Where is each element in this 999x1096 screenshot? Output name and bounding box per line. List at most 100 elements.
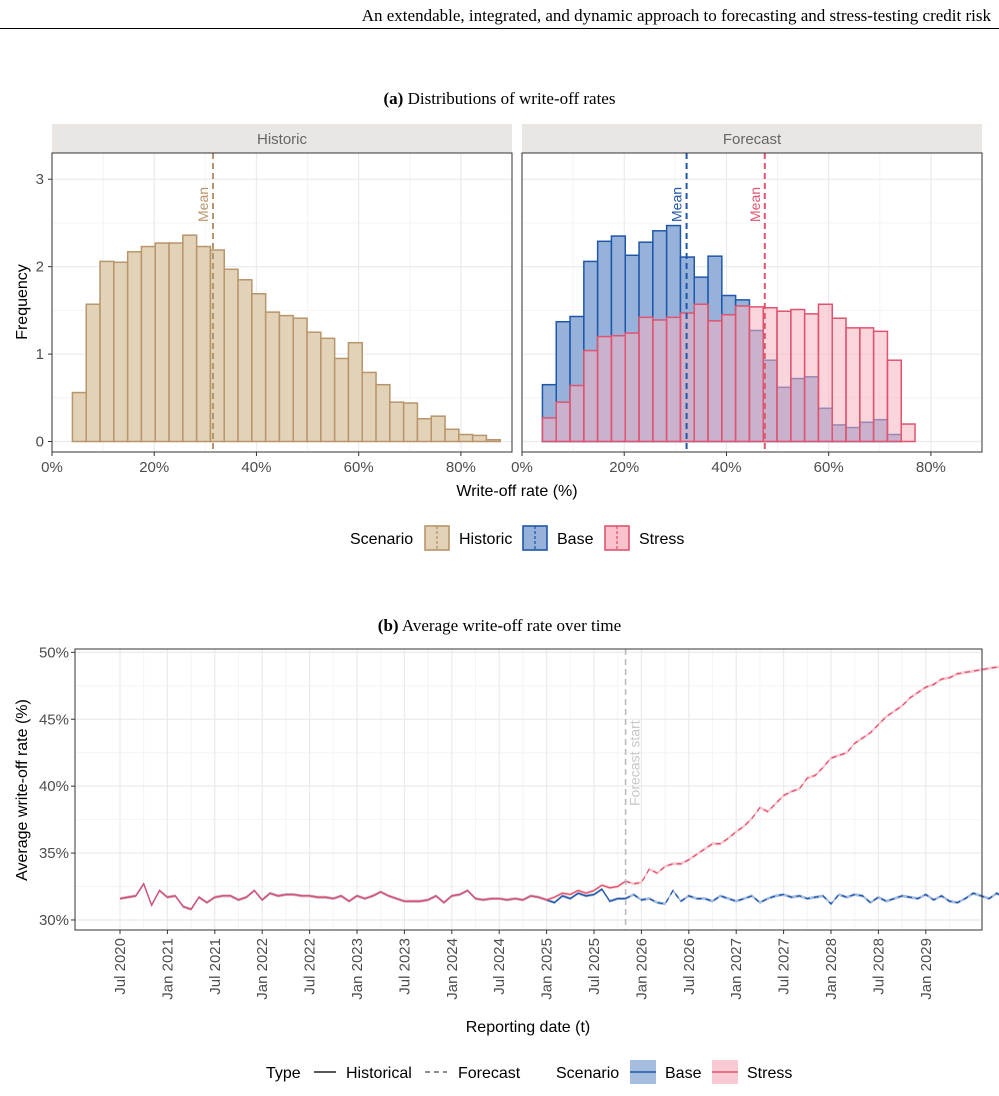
mean-label: Mean <box>669 187 685 222</box>
histogram-bar-stress <box>707 320 723 443</box>
panel-a-caption: (a) Distributions of write-off rates <box>0 89 999 109</box>
histogram-bar-historic <box>126 251 143 443</box>
legend-item-label: Stress <box>639 531 684 548</box>
x-tick-label: Jan 2027 <box>728 938 745 1000</box>
x-tick-label: Jan 2024 <box>444 938 461 1000</box>
histogram-bar-historic <box>195 245 212 443</box>
histogram-bar-historic <box>71 391 87 443</box>
legend-item-label: Historical <box>346 1065 412 1082</box>
legend-item-label: Base <box>665 1065 702 1082</box>
histogram-bar-historic <box>333 357 350 443</box>
histogram-bar-historic <box>168 242 184 443</box>
panel-border <box>51 152 513 453</box>
x-tick-label: Jan 2025 <box>539 938 556 1000</box>
facet-label-0: Historic <box>257 131 308 148</box>
panel-a-label: (a) <box>383 89 404 108</box>
x-tick-label: Jul 2025 <box>586 938 603 995</box>
x-tick-label: Jul 2021 <box>207 938 224 995</box>
x-tick-label: 80% <box>916 459 946 476</box>
histogram-bar-stress <box>790 308 806 443</box>
histogram-bar-historic <box>140 245 156 443</box>
histogram-bar-historic <box>264 311 281 443</box>
histogram-bar-stress <box>583 349 599 443</box>
histogram-bar-historic <box>458 433 474 443</box>
histogram-bar-stress <box>900 423 916 443</box>
x-tick-label: 0% <box>511 459 533 476</box>
histogram-bar-historic <box>430 415 446 443</box>
y-tick-label: 35% <box>39 845 69 862</box>
histogram-bar-historic <box>320 337 336 443</box>
x-tick-label: Jul 2027 <box>776 938 793 995</box>
forecast-start-label: Forecast start <box>627 720 643 806</box>
legend-title: Scenario <box>350 531 413 548</box>
x-tick-label: 20% <box>609 459 639 476</box>
x-tick-label: 80% <box>446 459 476 476</box>
line-stress-historical <box>119 880 626 911</box>
x-tick-label: Jan 2026 <box>633 938 650 1000</box>
x-tick-label: Jul 2026 <box>681 938 698 995</box>
histogram-bar-historic <box>347 341 363 443</box>
panel-b-caption: (b) Average write-off rate over time <box>0 616 999 636</box>
histogram-bar-stress <box>748 306 764 443</box>
histogram-bar-stress <box>638 316 654 443</box>
histogram-bar-historic <box>389 401 405 443</box>
timeseries-chart: Forecast start 30% 35% 40% 45% 50% Jul 2020 Jan… <box>14 644 999 1084</box>
x-tick-label: 20% <box>139 459 169 476</box>
histogram-bar-historic <box>99 260 115 443</box>
histogram-bar-stress <box>610 334 626 443</box>
panel-border <box>74 648 983 931</box>
histogram-bar-stress <box>555 401 571 443</box>
histogram-bar-historic <box>251 293 267 443</box>
x-tick-label: 40% <box>711 459 741 476</box>
histogram-bar-stress <box>624 332 640 443</box>
histogram-bar-historic <box>485 439 501 443</box>
histogram-bar-historic <box>223 268 239 443</box>
histogram-bar-stress <box>845 327 861 443</box>
histogram-bar-historic <box>471 434 488 443</box>
histogram-bar-stress <box>721 313 737 443</box>
x-tick-label: Jul 2028 <box>870 938 887 995</box>
panel-b-caption-text: Average write-off rate over time <box>401 616 622 635</box>
panel-background <box>75 649 982 930</box>
x-tick-label: Jan 2021 <box>159 938 176 1000</box>
histogram-bar-stress <box>734 305 751 443</box>
y-axis-label: Frequency <box>14 264 31 340</box>
x-tick-label: Jan 2028 <box>823 938 840 1000</box>
x-axis-label: Write-off rate (%) <box>456 483 577 500</box>
histogram-bar-stress <box>596 335 613 443</box>
x-tick-label: Jan 2022 <box>254 938 271 1000</box>
y-tick-label: 50% <box>39 644 69 661</box>
x-tick-label: Jan 2023 <box>349 938 366 1000</box>
running-title: An extendable, integrated, and dynamic a… <box>361 6 991 25</box>
histogram-bar-stress <box>803 313 820 443</box>
histogram-bar-stress <box>831 317 847 443</box>
legend-item-label: Base <box>557 531 594 548</box>
panel-b-label: (b) <box>377 616 399 635</box>
y-tick-label: 1 <box>36 346 44 363</box>
x-tick-label: 60% <box>814 459 844 476</box>
histogram-bar-stress <box>693 303 709 443</box>
histogram-bar-historic <box>375 383 391 443</box>
x-tick-label: Jul 2023 <box>396 938 413 995</box>
histogram-bar-historic <box>154 242 170 443</box>
facet-label-1: Forecast <box>723 131 782 148</box>
histogram-bar-stress <box>859 327 875 443</box>
histogram-bar-stress <box>776 310 792 443</box>
histogram-bar-stress <box>817 303 833 443</box>
histogram-bar-historic <box>182 234 198 443</box>
x-tick-label: 40% <box>241 459 271 476</box>
y-tick-label: 0 <box>36 434 44 451</box>
histogram-bar-historic <box>416 418 432 443</box>
histogram-bar-historic <box>85 303 101 443</box>
facet-strip <box>522 124 982 153</box>
legend-title-scenario: Scenario <box>556 1065 619 1082</box>
histogram-bar-stress <box>665 316 682 443</box>
y-tick-label: 2 <box>36 259 44 276</box>
histogram-bar-stress <box>569 384 585 443</box>
running-header: An extendable, integrated, and dynamic a… <box>0 0 999 29</box>
panel-border <box>521 152 983 453</box>
histogram-bar-historic <box>444 428 460 443</box>
y-axis-label: Average write-off rate (%) <box>14 699 31 881</box>
y-tick-label: 30% <box>39 912 69 929</box>
